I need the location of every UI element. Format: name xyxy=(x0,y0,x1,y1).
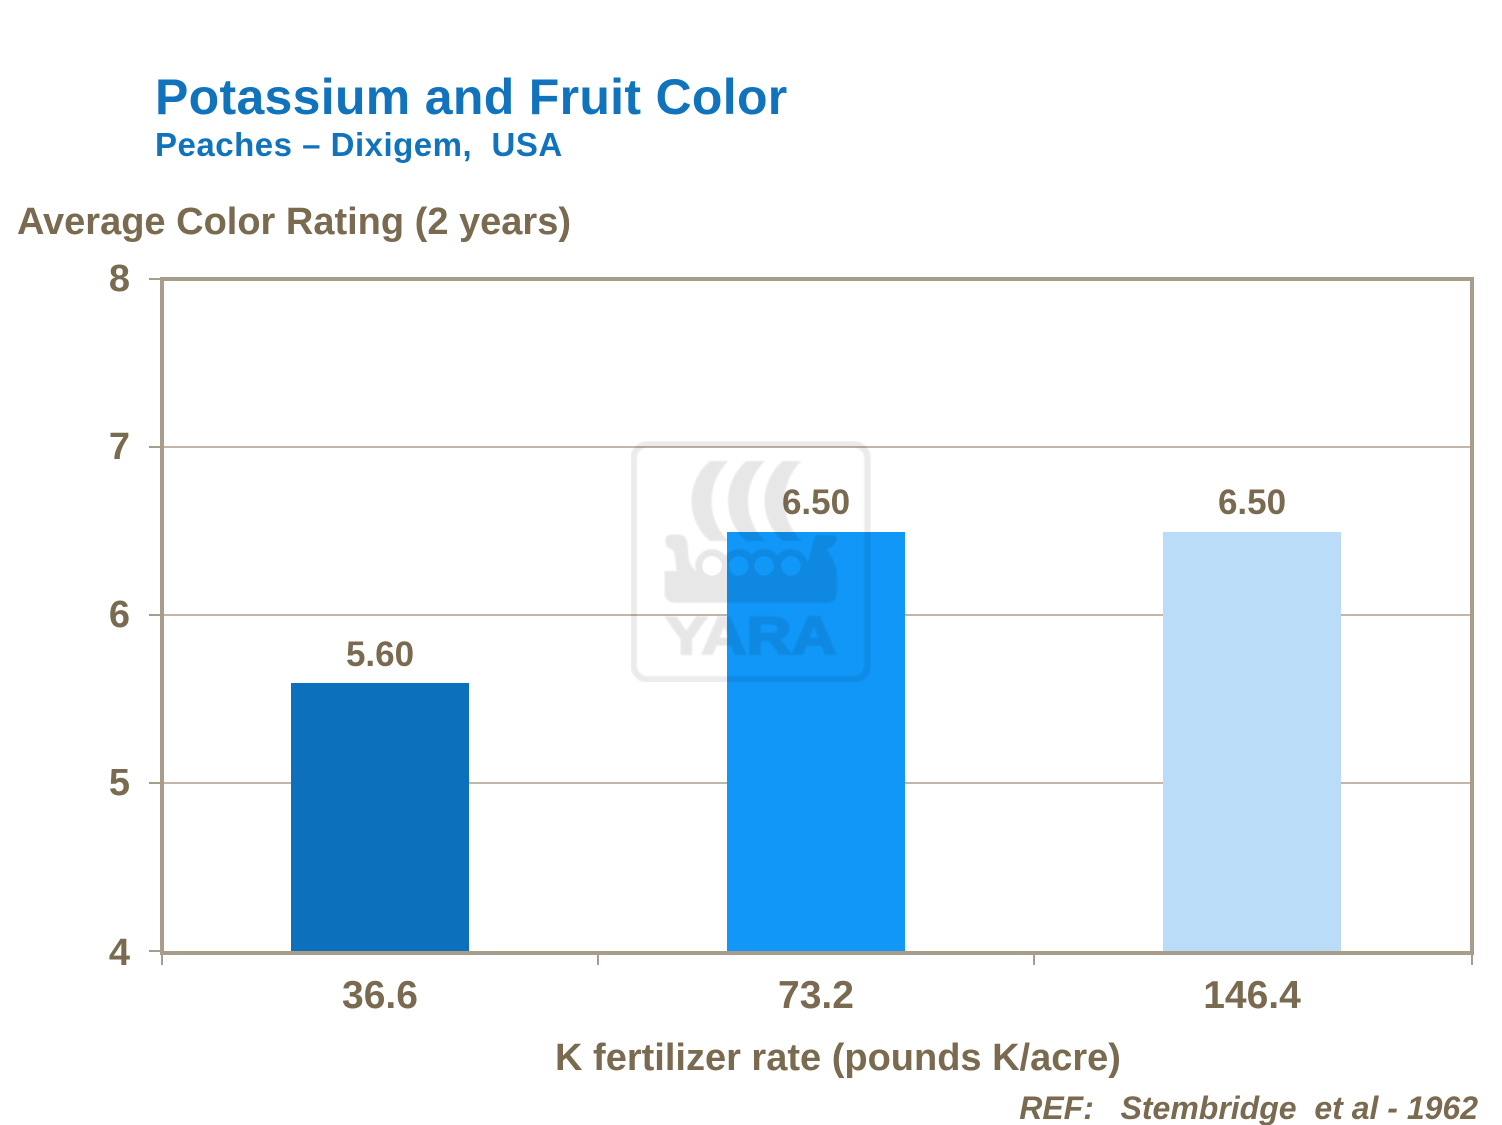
svg-text:YARA: YARA xyxy=(666,607,837,666)
